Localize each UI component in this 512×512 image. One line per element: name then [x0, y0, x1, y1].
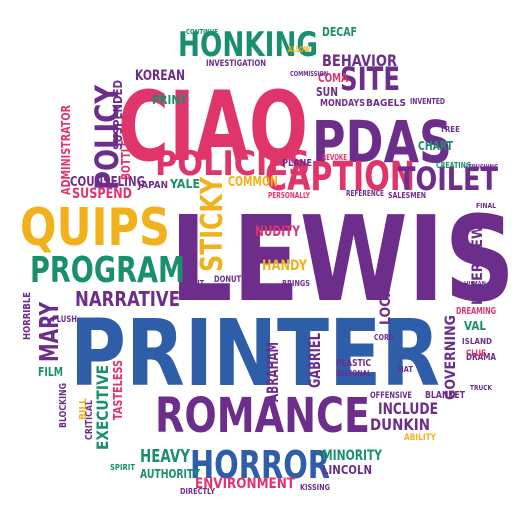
word-decaf: DECAF: [322, 25, 357, 39]
word-suspended: SUSPENDED: [111, 80, 125, 150]
word-bill: BILL: [78, 397, 89, 420]
word-honking: HONKING: [178, 25, 318, 65]
word-blocking: BLOCKING: [58, 383, 69, 428]
word-common: COMMON: [228, 175, 278, 190]
word-interview: INTERVIEW: [470, 225, 486, 305]
word-coma: COMA: [318, 71, 349, 85]
word-caption: CAPTION: [265, 154, 415, 200]
word-heavy: HEAVY: [140, 446, 191, 467]
word-tree: TREE: [440, 125, 460, 134]
word-abraham: ABRAHAM: [263, 342, 282, 402]
word-dunkin: DUNKIN: [370, 415, 430, 434]
word-administrator: ADMINISTRATOR: [59, 105, 73, 195]
word-offensive: OFFENSIVE: [370, 391, 412, 401]
word-drama: DRAMA: [466, 352, 496, 363]
word-bagels: BAGELS: [366, 98, 406, 109]
word-authority: AUTHORITY: [140, 467, 200, 481]
word-ability: ABILITY: [404, 433, 436, 443]
word-brings: BRINGS: [282, 279, 310, 288]
word-environment: ENVIRONMENT: [195, 476, 295, 492]
word-governing: GOVERNING: [443, 315, 459, 400]
word-flush: FLUSH: [52, 315, 77, 325]
word-nudity: NUDITY: [255, 224, 301, 240]
word-dreaming: DREAMING: [456, 306, 496, 317]
word-invented: INVENTED: [410, 97, 445, 106]
word-mondays: MONDAYS: [320, 98, 365, 109]
word-korean: KOREAN: [135, 68, 185, 84]
word-revoke: REVOKE: [322, 153, 347, 162]
word-tasteless: TASTELESS: [111, 360, 125, 420]
word-critical: CRITICAL: [84, 400, 95, 440]
word-blanket: BLANKET: [425, 390, 465, 401]
word-investigation: INVESTIGATION: [206, 59, 266, 69]
word-narrative: NARRATIVE: [75, 287, 180, 311]
word-japan: JAPAN: [137, 180, 168, 191]
word-final: FINAL: [476, 202, 496, 210]
word-minority: MINORITY: [322, 448, 383, 464]
word-island: ISLAND: [462, 337, 492, 346]
word-continue: CONTINUE: [186, 28, 218, 36]
word-include: INCLUDE: [378, 399, 438, 418]
word-val: VAL: [464, 319, 486, 333]
word-suspend: SUSPEND: [72, 186, 132, 202]
word-handy: HANDY: [262, 258, 308, 274]
word-allow: ALLOW: [288, 45, 310, 54]
word-romance: ROMANCE: [155, 388, 370, 444]
word-plane: PLANE: [282, 158, 312, 169]
word-bottle: BOTTLE: [119, 140, 133, 180]
word-policy: POLICY: [88, 84, 126, 190]
word-clue: CLUE: [466, 349, 486, 359]
word-mary: MARY: [35, 301, 65, 362]
word-quips: QUIPS: [20, 198, 170, 258]
word-human: HUMAN: [464, 280, 486, 288]
word-salesmen: SALESMEN: [388, 191, 426, 200]
word-counseling: COUNSELING: [70, 175, 145, 190]
word-hat: HAT: [398, 365, 413, 374]
word-pdas: PDAS: [312, 108, 452, 176]
word-cord: CORD: [374, 333, 394, 342]
word-chart: CHART: [418, 139, 454, 153]
word-donuts: DONUTS: [214, 275, 246, 285]
word-film: FILM: [38, 365, 63, 379]
word-reference: REFERENCE: [346, 189, 384, 198]
word-kissing: KISSING: [300, 483, 330, 492]
word-spirit: SPIRIT: [110, 463, 135, 472]
word-printer: PRINTER: [70, 300, 440, 407]
word-hunt: HUNT: [184, 279, 204, 288]
word-truck: TRUCK: [470, 384, 492, 392]
word-site: SITE: [340, 60, 400, 98]
word-executive: EXECUTIVE: [93, 365, 112, 450]
word-locker: LOCKER: [378, 270, 394, 325]
word-sticky: STICKY: [195, 176, 230, 272]
word-lincoln: LINCOLN: [322, 463, 372, 477]
word-gabriel: GABRIEL: [305, 333, 324, 388]
word-ciao: CIAO: [118, 71, 308, 183]
word-creating: CREATING: [436, 161, 471, 170]
word-horror: HORROR: [190, 443, 330, 487]
word-touching: TOUCHING: [468, 163, 498, 172]
word-plastic: PLASTIC: [336, 358, 371, 369]
word-yale: YALE: [169, 177, 200, 191]
word-policies: POLICIES: [155, 144, 310, 184]
word-regional: REGIONAL: [336, 369, 371, 378]
word-lewis: LEWIS: [170, 190, 512, 328]
word-behavior: BEHAVIOR: [322, 51, 397, 70]
word-program: PROGRAM: [30, 250, 185, 291]
word-directly: DIRECTLY: [180, 487, 215, 496]
word-personally: PERSONALLY: [268, 191, 310, 200]
word-sun: SUN: [316, 85, 338, 99]
word-print: PRINT: [152, 93, 188, 107]
word-toilet: TOILET: [398, 160, 498, 198]
word-horrible: HORRIBLE: [22, 292, 33, 340]
word-commission: COMMISSION: [290, 70, 328, 78]
